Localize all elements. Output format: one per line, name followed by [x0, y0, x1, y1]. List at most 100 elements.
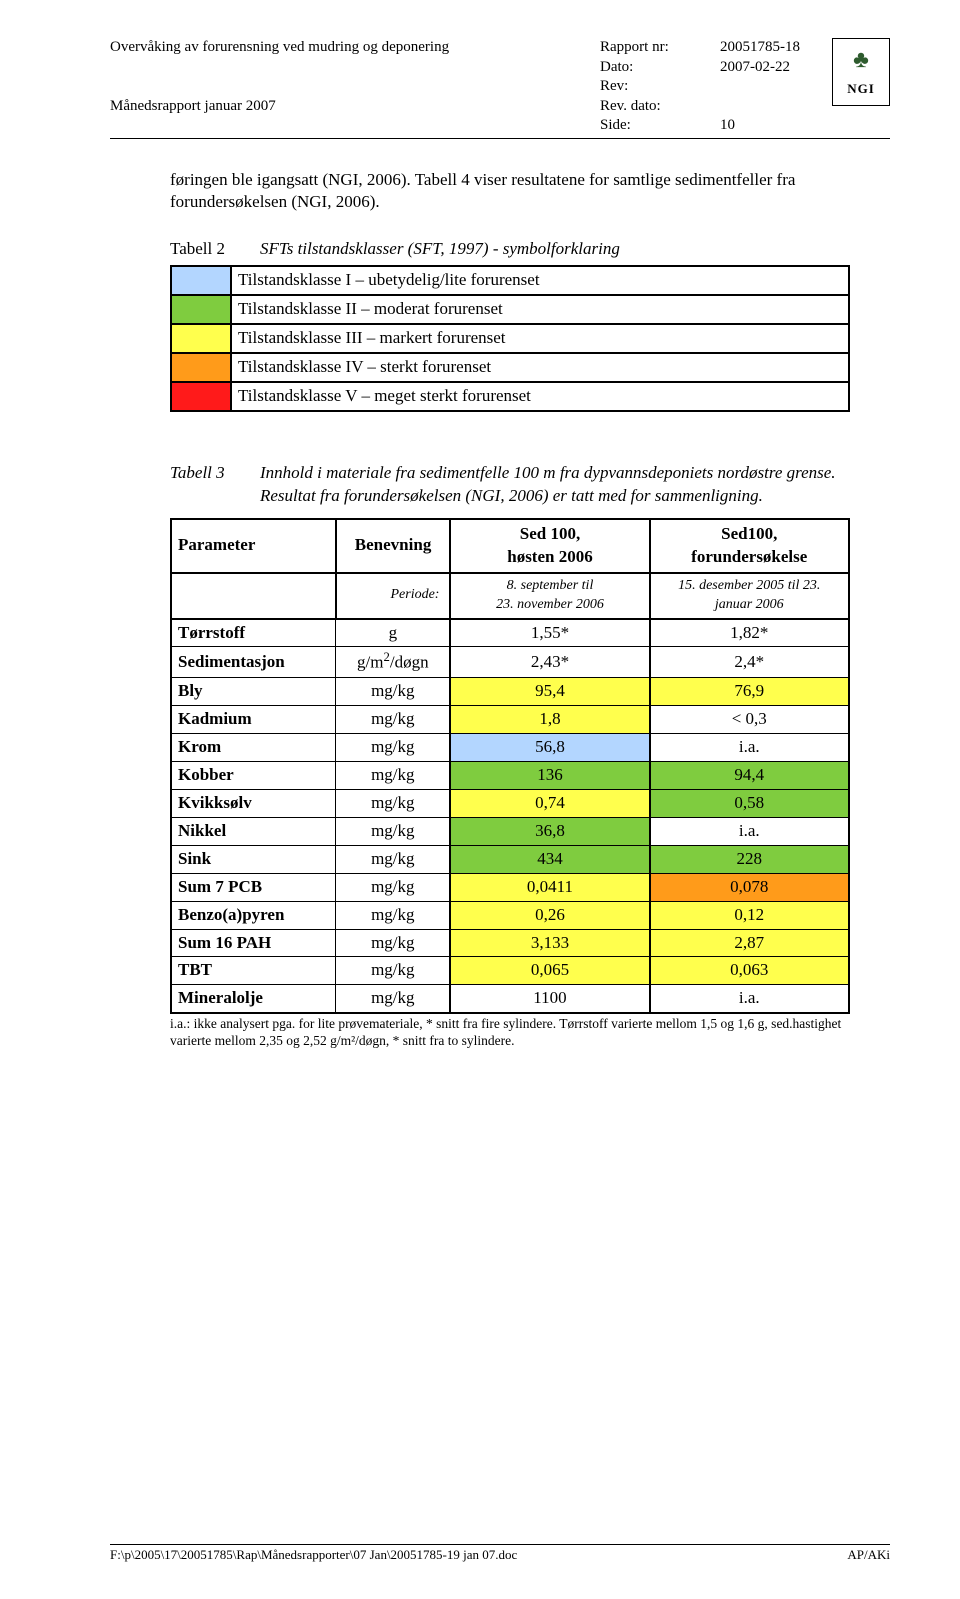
- cell-parameter: Kobber: [171, 761, 336, 789]
- th-benevning: Benevning: [336, 519, 451, 573]
- table2-row: Tilstandsklasse IV – sterkt forurenset: [171, 353, 849, 382]
- table3-row: Sinkmg/kg434228: [171, 845, 849, 873]
- cell-parameter: Bly: [171, 678, 336, 706]
- cell-v1: 56,8: [450, 733, 649, 761]
- rev-dato-label: Rev. dato:: [600, 97, 720, 117]
- table2-text-cell: Tilstandsklasse IV – sterkt forurenset: [231, 353, 849, 382]
- table3-row: Kvikksølvmg/kg0,740,58: [171, 789, 849, 817]
- swatch-cell: [171, 324, 231, 353]
- cell-parameter: Sum 16 PAH: [171, 929, 336, 957]
- table2-text-cell: Tilstandsklasse V – meget sterkt foruren…: [231, 382, 849, 411]
- cell-v1: 2,43*: [450, 647, 649, 678]
- dato: 2007-02-22: [720, 58, 790, 78]
- side: 10: [720, 116, 735, 136]
- table3: Parameter Benevning Sed 100,høsten 2006 …: [170, 518, 850, 1014]
- cell-unit: mg/kg: [336, 733, 451, 761]
- rev-label: Rev:: [600, 77, 720, 97]
- cell-unit: g: [336, 619, 451, 647]
- table2-row: Tilstandsklasse I – ubetydelig/lite foru…: [171, 266, 849, 295]
- cell-v2: 228: [650, 845, 850, 873]
- cell-unit: mg/kg: [336, 901, 451, 929]
- th-parameter: Parameter: [171, 519, 336, 573]
- cell-v2: < 0,3: [650, 706, 850, 734]
- cell-v1: 1,8: [450, 706, 649, 734]
- cell-unit: mg/kg: [336, 678, 451, 706]
- cell-parameter: TBT: [171, 957, 336, 985]
- footer-right: AP/AKi: [847, 1547, 890, 1563]
- tree-icon: ♣: [853, 48, 869, 72]
- table2-text-cell: Tilstandsklasse II – moderat forurenset: [231, 295, 849, 324]
- cell-parameter: Nikkel: [171, 817, 336, 845]
- cell-v1: 434: [450, 845, 649, 873]
- cell-v1: 0,26: [450, 901, 649, 929]
- cell-v2: i.a.: [650, 817, 850, 845]
- cell-v2: 0,063: [650, 957, 850, 985]
- table2-caption: Tabell 2 SFTs tilstandsklasser (SFT, 199…: [170, 238, 850, 261]
- table3-caption-text: Innhold i materiale fra sedimentfelle 10…: [260, 462, 850, 508]
- table2-caption-text: SFTs tilstandsklasser (SFT, 1997) - symb…: [260, 238, 850, 261]
- header-title: Overvåking av forurensning ved mudring o…: [110, 38, 490, 97]
- swatch-cell: [171, 382, 231, 411]
- cell-unit: mg/kg: [336, 845, 451, 873]
- table3-footnote: i.a.: ikke analysert pga. for lite prøve…: [170, 1016, 850, 1050]
- cell-parameter: Mineralolje: [171, 985, 336, 1013]
- cell-parameter: Sink: [171, 845, 336, 873]
- cell-v1: 0,0411: [450, 873, 649, 901]
- swatch-cell: [171, 353, 231, 382]
- cell-v2: i.a.: [650, 733, 850, 761]
- th-periode-h: 8. september til23. november 2006: [450, 573, 649, 619]
- table3-row: TBTmg/kg0,0650,063: [171, 957, 849, 985]
- cell-unit: mg/kg: [336, 985, 451, 1013]
- page-footer: F:\p\2005\17\20051785\Rap\Månedsrapporte…: [110, 1544, 890, 1563]
- table2: Tilstandsklasse I – ubetydelig/lite foru…: [170, 265, 850, 412]
- cell-unit: mg/kg: [336, 957, 451, 985]
- cell-v2: 2,4*: [650, 647, 850, 678]
- intro-paragraph: føringen ble igangsatt (NGI, 2006). Tabe…: [170, 169, 850, 215]
- cell-parameter: Krom: [171, 733, 336, 761]
- table3-row: Mineraloljemg/kg1100i.a.: [171, 985, 849, 1013]
- table3-row: Sum 16 PAHmg/kg3,1332,87: [171, 929, 849, 957]
- rapport-nr-label: Rapport nr:: [600, 38, 720, 58]
- footer-path: F:\p\2005\17\20051785\Rap\Månedsrapporte…: [110, 1547, 517, 1563]
- table3-row: Tørrstoffg1,55*1,82*: [171, 619, 849, 647]
- cell-v2: 94,4: [650, 761, 850, 789]
- rapport-nr: 20051785-18: [720, 38, 800, 58]
- cell-parameter: Sedimentasjon: [171, 647, 336, 678]
- th-periode-f: 15. desember 2005 til 23.januar 2006: [650, 573, 850, 619]
- cell-v1: 0,065: [450, 957, 649, 985]
- cell-unit: mg/kg: [336, 873, 451, 901]
- cell-v1: 95,4: [450, 678, 649, 706]
- cell-v2: i.a.: [650, 985, 850, 1013]
- cell-unit: mg/kg: [336, 761, 451, 789]
- cell-v2: 1,82*: [650, 619, 850, 647]
- cell-v2: 0,078: [650, 873, 850, 901]
- side-label: Side:: [600, 116, 720, 136]
- cell-v2: 76,9: [650, 678, 850, 706]
- table3-row: Sum 7 PCBmg/kg0,04110,078: [171, 873, 849, 901]
- ngi-logo: ♣ NGI: [832, 38, 890, 106]
- swatch-cell: [171, 295, 231, 324]
- dato-label: Dato:: [600, 58, 720, 78]
- cell-parameter: Kadmium: [171, 706, 336, 734]
- cell-v1: 1100: [450, 985, 649, 1013]
- table3-row: Krommg/kg56,8i.a.: [171, 733, 849, 761]
- cell-v1: 3,133: [450, 929, 649, 957]
- table3-caption: Tabell 3 Innhold i materiale fra sedimen…: [170, 462, 850, 508]
- cell-parameter: Kvikksølv: [171, 789, 336, 817]
- swatch-cell: [171, 266, 231, 295]
- header-subtitle: Månedsrapport januar 2007: [110, 97, 490, 136]
- cell-v2: 2,87: [650, 929, 850, 957]
- cell-v1: 36,8: [450, 817, 649, 845]
- table2-row: Tilstandsklasse III – markert forurenset: [171, 324, 849, 353]
- table3-row: Blymg/kg95,476,9: [171, 678, 849, 706]
- table3-label: Tabell 3: [170, 462, 260, 508]
- logo-text: NGI: [833, 81, 889, 101]
- table3-row: Sedimentasjong/m2/døgn2,43*2,4*: [171, 647, 849, 678]
- table3-row: Nikkelmg/kg36,8i.a.: [171, 817, 849, 845]
- cell-unit: mg/kg: [336, 817, 451, 845]
- th-periode-label: Periode:: [336, 573, 451, 619]
- cell-v1: 1,55*: [450, 619, 649, 647]
- cell-unit: g/m2/døgn: [336, 647, 451, 678]
- page-header: Overvåking av forurensning ved mudring o…: [110, 38, 890, 139]
- table2-text-cell: Tilstandsklasse III – markert forurenset: [231, 324, 849, 353]
